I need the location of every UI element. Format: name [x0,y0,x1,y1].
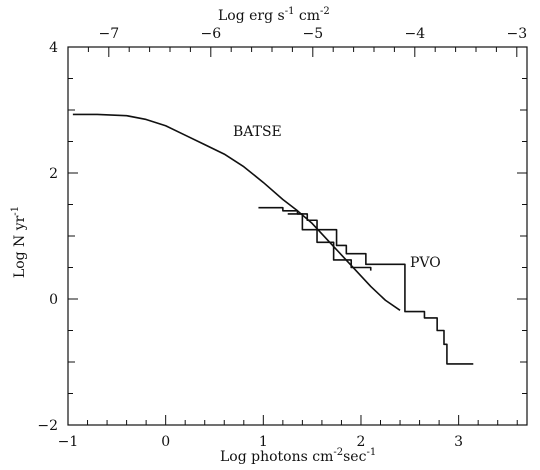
x-axis-label-sup: -2 [333,447,343,458]
axis-ticks [67,46,527,426]
x-tick-label: 2 [357,434,366,450]
y-tick-label: 0 [49,292,58,308]
x-axis-label-main: Log photons cm [220,449,333,465]
series-line-pvo [258,206,474,365]
x-axis-label-tail: sec [343,449,366,465]
top-axis-label-sup2: -2 [320,6,330,17]
y-tick-label: 4 [49,40,58,56]
top-tick-label: −4 [404,26,425,42]
x-tick-label: −1 [58,434,79,450]
top-tick-label: −6 [200,26,221,42]
x-axis-label-tail-sup: -1 [366,447,376,458]
y-axis-label-sup: -1 [10,206,21,216]
series-line-secondary [287,213,372,271]
top-tick-label: −3 [506,26,527,42]
top-tick-label: −5 [302,26,323,42]
top-axis-label-mid: cm [294,8,320,24]
top-axis-label: Log erg s-1 cm-2 [218,6,330,24]
top-axis-label-main: Log erg s [218,8,285,24]
annotation-pvo: PVO [410,255,441,271]
x-tick-label: 1 [259,434,268,450]
top-axis-label-sup1: -1 [285,6,295,17]
plot-frame [67,46,528,426]
series-line-batse [72,113,401,311]
top-tick-label: −7 [98,26,119,42]
x-tick-label: 3 [454,434,463,450]
y-axis-label: Log N yr-1 [10,206,28,278]
series-layer [72,113,474,365]
annotation-batse: BATSE [233,124,282,140]
x-tick-label: 0 [161,434,170,450]
y-axis-label-main: Log N yr [12,215,28,278]
y-tick-label: −2 [37,418,58,434]
y-tick-label: 2 [49,166,58,182]
x-axis-label: Log photons cm-2sec-1 [220,447,376,465]
